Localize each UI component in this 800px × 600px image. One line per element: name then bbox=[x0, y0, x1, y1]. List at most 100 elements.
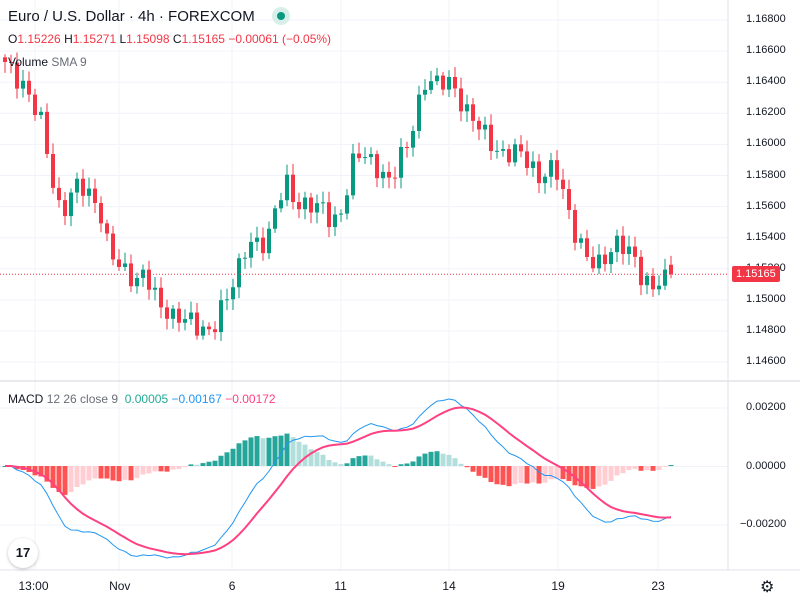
macd-histogram-bar bbox=[404, 463, 410, 466]
candle-body bbox=[453, 76, 457, 89]
time-tick: 13:00 bbox=[18, 579, 49, 593]
candle-body bbox=[441, 75, 445, 90]
macd-histogram-bar bbox=[326, 460, 332, 466]
settings-gear-icon[interactable]: ⚙ bbox=[760, 579, 775, 596]
price-tick: 1.15000 bbox=[746, 292, 786, 305]
candle-body bbox=[27, 80, 31, 95]
macd-histogram-bar bbox=[596, 466, 602, 487]
macd-histogram-bar bbox=[218, 455, 224, 466]
macd-histogram-bar bbox=[134, 466, 140, 479]
candle-body bbox=[189, 312, 193, 320]
macd-histogram-bar bbox=[170, 466, 176, 470]
candle-body bbox=[327, 202, 331, 228]
macd-histogram-bar bbox=[584, 466, 590, 488]
macd-histogram-bar bbox=[650, 466, 656, 471]
candle-body bbox=[285, 174, 289, 201]
macd-histogram-bar bbox=[80, 466, 86, 485]
macd-histogram-bar bbox=[500, 466, 506, 485]
macd-histogram-bar bbox=[392, 466, 398, 467]
low-value: 1.15098 bbox=[126, 32, 170, 46]
macd-histogram-bar bbox=[146, 466, 152, 474]
candle-body bbox=[147, 269, 151, 290]
macd-histogram-bar bbox=[68, 466, 74, 493]
macd-histogram-bar bbox=[506, 466, 512, 487]
macd-histogram-bar bbox=[554, 466, 560, 479]
macd-histogram-bar bbox=[272, 436, 278, 466]
macd-legend[interactable]: MACD 12 26 close 9 0.00005 −0.00167 −0.0… bbox=[8, 392, 276, 406]
candle-body bbox=[117, 259, 121, 267]
candle-body bbox=[609, 252, 613, 265]
macd-histogram-bar bbox=[644, 466, 650, 471]
candle-body bbox=[585, 238, 589, 258]
macd-histogram-bar bbox=[338, 464, 344, 466]
price-tick: 1.16200 bbox=[746, 106, 786, 119]
candle-body bbox=[309, 197, 313, 213]
macd-histogram-bar bbox=[368, 455, 374, 466]
candle-body bbox=[567, 189, 571, 210]
macd-histogram-bar bbox=[38, 466, 44, 477]
open-value: 1.15226 bbox=[17, 32, 61, 46]
macd-histogram-bar bbox=[302, 444, 308, 466]
volume-legend[interactable]: Volume SMA 9 bbox=[8, 55, 87, 69]
time-tick: 11 bbox=[334, 579, 347, 593]
macd-histogram-bar bbox=[296, 441, 302, 466]
candle-body bbox=[417, 94, 421, 131]
candle-body bbox=[507, 149, 511, 163]
price-tick: 1.15800 bbox=[746, 168, 786, 181]
candle-body bbox=[459, 88, 463, 112]
symbol-title[interactable]: Euro / U.S. Dollar · 4h · FOREXCOM bbox=[8, 8, 255, 25]
candle-body bbox=[75, 178, 79, 193]
candle-body bbox=[249, 241, 253, 258]
macd-histogram-bar bbox=[92, 466, 98, 479]
macd-histogram-bar bbox=[308, 449, 314, 466]
macd-histogram-bar bbox=[608, 466, 614, 481]
candle-body bbox=[63, 200, 67, 217]
macd-histogram-bar bbox=[638, 466, 644, 471]
macd-histogram-bar bbox=[440, 453, 446, 466]
macd-histogram-bar bbox=[290, 437, 296, 466]
candle-body bbox=[183, 319, 187, 323]
candle-body bbox=[369, 154, 373, 158]
candle-body bbox=[657, 285, 661, 290]
macd-histogram-bar bbox=[266, 437, 272, 466]
candle-body bbox=[633, 246, 637, 257]
macd-histogram-bar bbox=[110, 466, 116, 481]
candle-body bbox=[621, 235, 625, 254]
macd-label: MACD bbox=[8, 392, 44, 406]
macd-histogram-bar bbox=[458, 463, 464, 466]
macd-histogram-bar bbox=[470, 466, 476, 472]
candle-body bbox=[87, 188, 91, 196]
candle-body bbox=[447, 76, 451, 90]
open-label: O bbox=[8, 32, 18, 46]
candle-body bbox=[645, 275, 649, 286]
candle-body bbox=[339, 213, 343, 215]
macd-histogram-bar bbox=[410, 461, 416, 466]
macd-histogram-bar bbox=[530, 466, 536, 483]
candle-body bbox=[267, 228, 271, 254]
low-label: L bbox=[119, 32, 127, 46]
candle-body bbox=[543, 176, 547, 184]
macd-histogram-bar bbox=[86, 466, 92, 481]
candle-body bbox=[357, 153, 361, 159]
macd-histogram-bar bbox=[188, 464, 194, 466]
candle-body bbox=[549, 160, 553, 177]
macd-histogram-bar bbox=[668, 465, 674, 467]
macd-histogram-bar bbox=[128, 466, 134, 481]
market-status-icon bbox=[272, 7, 290, 25]
candle-body bbox=[639, 256, 643, 286]
macd-histogram-bar bbox=[656, 466, 662, 471]
candle-body bbox=[345, 195, 349, 214]
macd-histogram-bar bbox=[488, 466, 494, 483]
macd-histogram-bar bbox=[230, 448, 236, 466]
price-tick: 1.16400 bbox=[746, 75, 786, 88]
candle-body bbox=[663, 269, 667, 286]
macd-histogram-bar bbox=[314, 452, 320, 466]
candle-body bbox=[303, 197, 307, 210]
macd-histogram-bar bbox=[590, 466, 596, 489]
tradingview-logo[interactable]: 17 bbox=[8, 538, 38, 568]
macd-histogram-bar bbox=[386, 464, 392, 466]
macd-histogram-bar bbox=[194, 464, 200, 466]
candle-body bbox=[519, 144, 523, 152]
candle-body bbox=[297, 202, 301, 210]
